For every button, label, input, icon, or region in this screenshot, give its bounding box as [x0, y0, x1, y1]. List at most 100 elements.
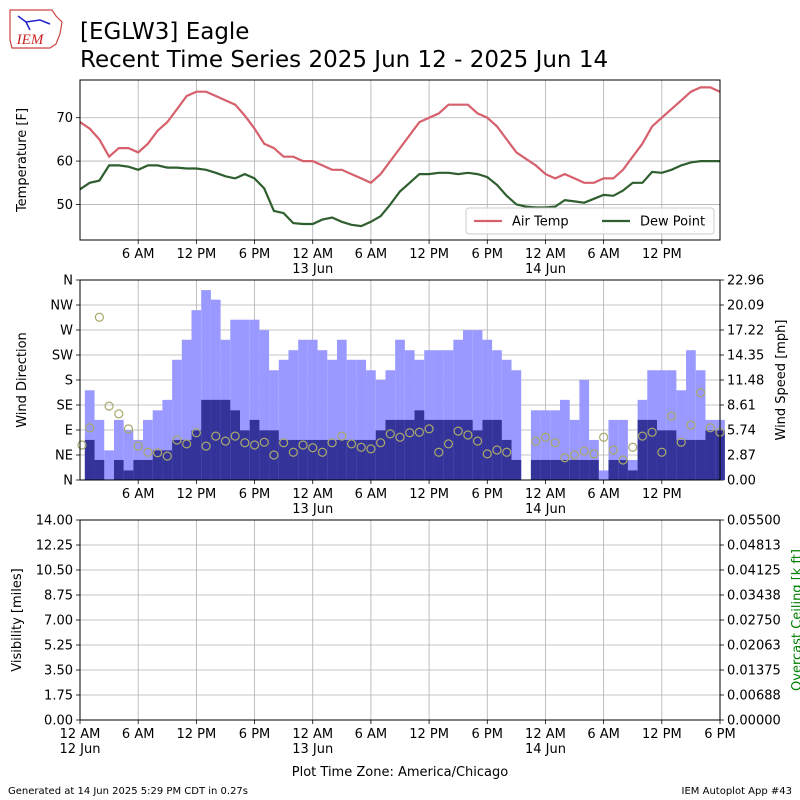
legend-label: Dew Point	[640, 215, 705, 230]
direction-point	[298, 440, 308, 450]
logo-text: IEM	[16, 32, 45, 48]
speed-bar	[501, 439, 512, 480]
direction-point	[376, 438, 386, 448]
y2-tick-label: 22.96	[727, 274, 764, 289]
y-axis-label: Temperature [F]	[15, 108, 30, 213]
direction-point	[104, 401, 114, 411]
logo-lines	[17, 15, 51, 31]
speed-bar	[94, 419, 105, 480]
direction-point	[657, 447, 667, 457]
direction-point	[211, 431, 221, 441]
speed-bar	[579, 379, 590, 480]
y2-tick-label: 0.01375	[727, 664, 781, 679]
speed-bar	[414, 410, 425, 480]
direction-point	[133, 441, 143, 451]
x-tick-label: 12 AM 14 Jun	[525, 487, 566, 517]
direction-point	[269, 450, 279, 460]
direction-point	[531, 436, 541, 446]
y2-tick-label: 2.87	[727, 449, 756, 464]
direction-point	[502, 447, 512, 457]
x-tick-label: 6 PM	[239, 487, 270, 502]
speed-bar	[366, 439, 376, 480]
direction-point	[220, 436, 231, 446]
speed-bar	[375, 379, 386, 480]
y2-tick-label: 14.35	[727, 349, 764, 364]
speed-bar	[453, 339, 464, 480]
speed-bar	[327, 359, 337, 480]
speed-bar	[336, 439, 347, 480]
speed-bar	[404, 419, 415, 480]
y2-tick-label: 11.48	[727, 374, 764, 389]
speed-bar	[201, 290, 211, 480]
speed-bar	[404, 350, 415, 480]
speed-bar	[627, 459, 638, 480]
speed-bar	[84, 390, 95, 480]
direction-point	[249, 440, 260, 450]
footer-app: IEM Autoplot App #43	[682, 786, 792, 797]
x-tick-label: 12 PM	[176, 487, 216, 502]
speed-bar	[133, 459, 144, 480]
speed-bar	[240, 430, 250, 480]
direction-point	[143, 447, 153, 457]
speed-bar	[181, 339, 192, 480]
speed-bar	[181, 439, 192, 480]
speed-bar	[346, 439, 357, 480]
speed-bar	[288, 350, 299, 480]
y2-axis-label: Overcast Ceiling [k ft]	[790, 549, 800, 691]
y-tick-label: 60	[56, 155, 73, 170]
speed-bar	[540, 410, 551, 480]
y-tick-label: 12.25	[36, 539, 73, 554]
direction-point	[85, 423, 95, 433]
y2-tick-label: 0.00000	[727, 714, 781, 729]
x-tick-label: 12 PM	[409, 487, 449, 502]
direction-point	[162, 451, 172, 461]
direction-point	[308, 443, 318, 453]
speed-bar	[618, 459, 628, 480]
plot-frame	[79, 519, 721, 721]
speed-bar	[249, 319, 260, 480]
footer-generated: Generated at 14 Jun 2025 5:29 PM CDT in …	[8, 786, 248, 797]
speed-bar	[598, 470, 609, 480]
direction-point	[550, 438, 560, 448]
speed-bar	[569, 419, 580, 480]
y-tick-label: 1.75	[44, 689, 73, 704]
speed-bar	[443, 419, 454, 480]
direction-point	[191, 428, 201, 438]
speed-bar	[162, 450, 173, 480]
speed-bar	[569, 459, 580, 480]
y2-tick-label: 5.74	[727, 424, 756, 439]
speed-bar	[307, 439, 318, 480]
speed-bar	[492, 419, 502, 480]
x-tick-label: 6 PM	[704, 727, 735, 742]
x-axis-label: Plot Time Zone: America/Chicago	[292, 765, 508, 780]
x-tick-label: 12 AM 14 Jun	[525, 727, 566, 757]
speed-bar	[627, 470, 638, 480]
legend-label: Air Temp	[512, 215, 569, 230]
speed-bar	[346, 359, 357, 480]
speed-bar	[695, 439, 706, 480]
series-line	[79, 160, 720, 228]
direction-point	[337, 431, 347, 441]
x-tick-label: 6 AM	[355, 247, 388, 262]
direction-point	[589, 449, 599, 459]
speed-bar	[482, 339, 493, 480]
y-tick-label: SW	[52, 349, 73, 364]
speed-bar	[385, 419, 396, 480]
speed-bar	[395, 339, 405, 480]
y-tick-label: E	[65, 424, 73, 439]
x-tick-label: 6 AM	[587, 247, 620, 262]
speed-bar	[113, 459, 124, 480]
direction-point	[560, 453, 570, 463]
series-line	[79, 86, 721, 185]
direction-point	[608, 445, 618, 455]
direction-point	[443, 439, 454, 449]
y2-tick-label: 0.02750	[727, 614, 781, 629]
direction-point	[385, 429, 395, 439]
speed-bar	[472, 330, 483, 480]
x-tick-label: 6 AM	[122, 727, 155, 742]
x-tick-label: 12 PM	[642, 487, 682, 502]
direction-point	[686, 420, 696, 430]
direction-point	[472, 436, 483, 446]
y2-tick-label: 0.03438	[727, 589, 781, 604]
